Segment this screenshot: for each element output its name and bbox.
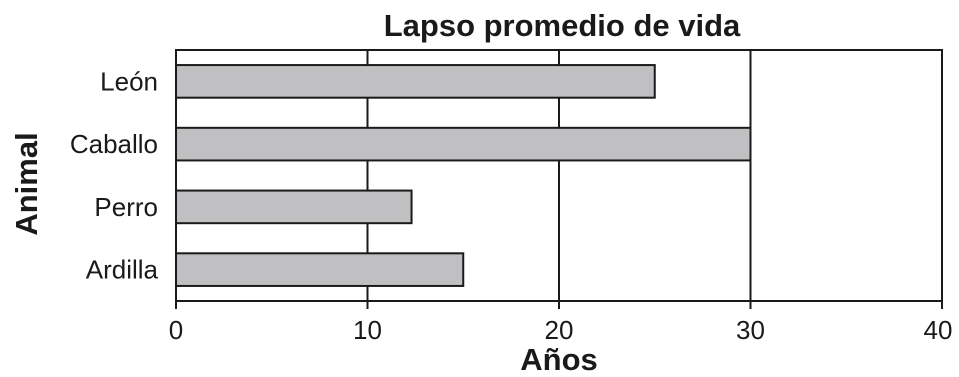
chart-title: Lapso promedio de vida bbox=[384, 8, 741, 43]
bar-ardilla bbox=[175, 252, 465, 287]
x-tick-label: 10 bbox=[353, 315, 382, 345]
bar-perro bbox=[175, 189, 413, 225]
category-label: León bbox=[100, 66, 158, 96]
x-tick-label: 30 bbox=[736, 315, 765, 345]
x-tick-labels: 0 10 20 30 40 bbox=[169, 301, 953, 345]
y-axis-title: Animal bbox=[9, 132, 44, 235]
x-axis-title: Años bbox=[520, 342, 598, 377]
bar-caballo bbox=[175, 126, 752, 162]
category-label: Ardilla bbox=[86, 255, 159, 285]
category-label: Perro bbox=[94, 192, 158, 222]
category-label: Caballo bbox=[70, 129, 158, 159]
bars bbox=[175, 64, 752, 287]
bar-león bbox=[175, 64, 656, 99]
category-labels: León Caballo Perro Ardilla bbox=[70, 66, 159, 284]
x-tick-label: 20 bbox=[545, 315, 574, 345]
x-tick-label: 0 bbox=[169, 315, 183, 345]
x-tick-label: 40 bbox=[924, 315, 953, 345]
